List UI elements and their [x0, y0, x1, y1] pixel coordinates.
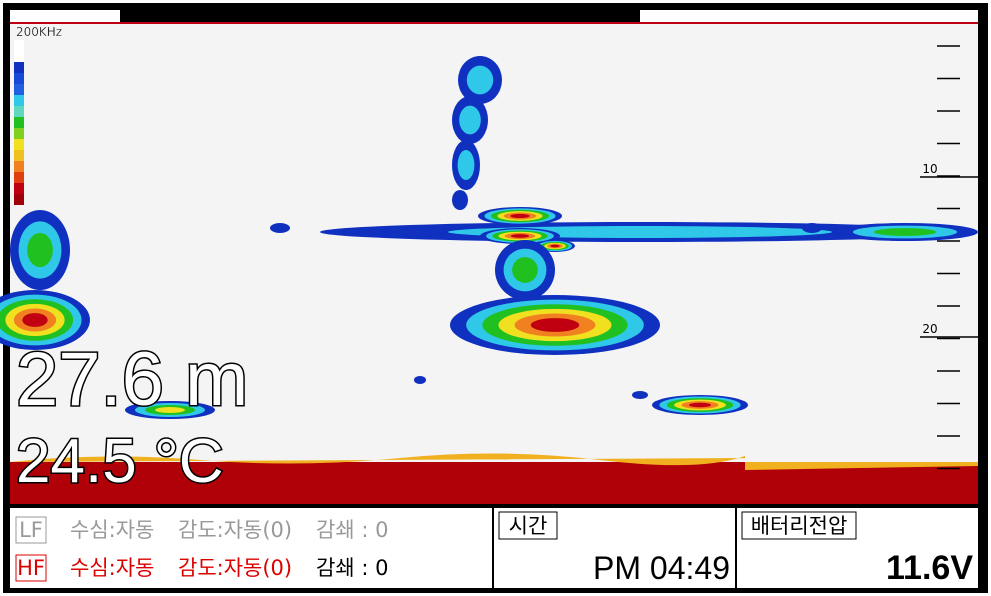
color-step: [14, 84, 24, 95]
color-bar: [14, 40, 24, 205]
echo: [511, 234, 529, 238]
echo: [510, 214, 529, 218]
color-step: [14, 117, 24, 128]
color-step: [14, 106, 24, 117]
color-step: [14, 73, 24, 84]
depth-label: 20: [922, 322, 937, 336]
color-step: [14, 172, 24, 183]
hf-depth-mode: 수심:자동: [70, 556, 154, 580]
top-edge: [10, 10, 120, 22]
echo: [550, 245, 559, 248]
echo: [531, 318, 579, 332]
fishfinder-screen: 200KHz 10 20 27.6 m 24.5 °C LF 수심:자동 감도:…: [0, 0, 991, 596]
echo: [458, 150, 475, 180]
color-step: [14, 62, 24, 73]
echo: [874, 228, 937, 236]
color-step: [14, 161, 24, 172]
lf-depth-mode: 수심:자동: [70, 518, 154, 542]
depth-label: 10: [922, 162, 937, 176]
hf-gain: 감도:자동(0): [178, 556, 292, 580]
echo: [512, 257, 538, 283]
time-value: PM 04:49: [593, 550, 730, 586]
frequency-label: 200KHz: [16, 25, 62, 39]
color-step: [14, 95, 24, 106]
echo: [414, 376, 426, 384]
lf-tag: LF: [19, 518, 43, 542]
color-step: [14, 139, 24, 150]
page: 200KHz 10 20 27.6 m 24.5 °C LF 수심:자동 감도:…: [0, 0, 991, 596]
echo: [270, 223, 290, 233]
color-step: [14, 194, 24, 205]
hf-attenuation: 감쇄 : 0: [316, 556, 388, 580]
echo: [467, 66, 493, 95]
time-label: 시간: [509, 514, 548, 538]
echo: [27, 233, 53, 267]
echo: [689, 403, 711, 408]
lf-attenuation: 감쇄 : 0: [316, 518, 388, 542]
color-step: [14, 128, 24, 139]
color-step: [14, 150, 24, 161]
echo: [22, 313, 47, 327]
lf-gain: 감도:자동(0): [178, 518, 292, 542]
color-step: [14, 40, 24, 51]
echo: [802, 223, 822, 233]
depth-readout: 27.6 m: [16, 337, 248, 422]
hf-tag: HF: [17, 556, 45, 580]
temperature-readout: 24.5 °C: [16, 427, 223, 496]
echo: [452, 190, 468, 210]
echo: [632, 391, 648, 399]
battery-value: 11.6V: [886, 549, 973, 587]
echo: [459, 106, 481, 135]
color-step: [14, 51, 24, 62]
top-edge: [640, 10, 978, 22]
color-step: [14, 183, 24, 194]
battery-label: 배터리전압: [751, 514, 848, 538]
